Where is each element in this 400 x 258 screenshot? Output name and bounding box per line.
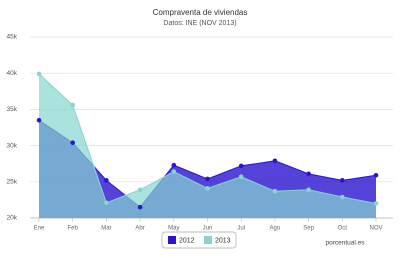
area-fill — [39, 73, 376, 218]
legend-box — [161, 231, 237, 249]
data-point — [137, 187, 143, 193]
data-point — [36, 71, 42, 77]
y-tick-label: 20k — [7, 215, 18, 222]
data-point — [104, 200, 109, 206]
data-point — [238, 163, 244, 169]
data-point — [205, 176, 210, 182]
legend-label: 2012 — [179, 237, 195, 244]
data-point — [171, 162, 177, 168]
legend: 2012 2013 — [161, 231, 237, 249]
data-point — [306, 187, 311, 193]
legend-swatch — [168, 236, 176, 244]
credit: porcentual.es — [325, 240, 365, 247]
data-point — [36, 117, 42, 123]
x-tick-label: Sep — [303, 226, 314, 232]
legend-label: 2013 — [215, 237, 231, 244]
x-tick-label: Jun — [203, 226, 213, 232]
y-tick-label: 35k — [7, 106, 18, 113]
data-point — [104, 178, 109, 183]
chart-title: Compraventa de viviendas — [153, 8, 248, 17]
data-point — [340, 194, 345, 200]
y-tick-label: 45k — [7, 34, 18, 41]
data-point — [340, 178, 345, 183]
data-point — [205, 186, 210, 191]
data-point — [272, 158, 278, 164]
data-point — [137, 204, 143, 210]
y-tick-label: 40k — [7, 70, 18, 77]
y-tick-label: 25k — [7, 179, 18, 186]
x-tick-label: Ene — [34, 226, 45, 232]
data-point — [70, 102, 75, 108]
x-tick-label: May — [168, 226, 179, 232]
data-point — [171, 169, 177, 174]
data-point — [272, 188, 278, 194]
data-point — [238, 174, 244, 180]
x-tick-label: Abr — [135, 226, 144, 232]
data-point — [70, 140, 75, 146]
x-tick-label: Feb — [68, 226, 79, 232]
legend-swatch — [204, 236, 212, 244]
data-point — [306, 171, 311, 177]
x-tick-label: Ago — [270, 226, 281, 232]
data-point — [373, 172, 379, 178]
x-tick-label: Jul — [237, 226, 245, 232]
y-tick-label: 30k — [7, 142, 18, 149]
chart-subtitle: Datos: INE (NOV 2013) — [163, 20, 236, 27]
x-tick-label: Oct — [338, 226, 348, 232]
x-tick-label: Mar — [101, 226, 111, 232]
data-point — [373, 201, 379, 206]
x-tick-label: NOV — [369, 226, 382, 232]
